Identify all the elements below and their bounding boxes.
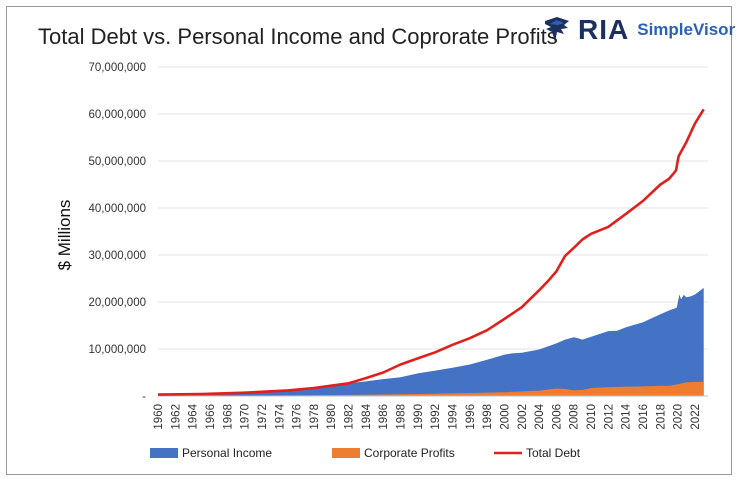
y-tick-label: 30,000,000 xyxy=(88,250,146,262)
y-tick-label: 20,000,000 xyxy=(88,297,146,309)
x-tick-label: 2016 xyxy=(638,404,650,430)
x-tick-label: 1970 xyxy=(240,404,252,430)
y-tick-labels: - 10,000,000 20,000,000 30,000,000 40,000,00… xyxy=(88,62,146,403)
x-tick-label: 1972 xyxy=(257,404,269,430)
total-debt-line xyxy=(157,108,705,396)
legend-label-corporate-profits: Corporate Profits xyxy=(364,446,455,460)
x-tick-label: 1978 xyxy=(309,404,321,430)
series-areas xyxy=(158,287,704,396)
logo-simplevisor-text: SimpleVisor xyxy=(637,20,736,39)
x-tick-label: 2000 xyxy=(499,404,511,430)
x-tick-label: 1982 xyxy=(344,404,356,430)
eagle-logo-icon xyxy=(545,17,569,42)
x-tick-label: 1962 xyxy=(170,404,182,430)
chart-title: Total Debt vs. Personal Income and Copro… xyxy=(38,24,558,49)
x-tick-label: 1974 xyxy=(274,403,286,429)
x-tick-label: 2008 xyxy=(569,404,581,430)
logo-ria-text: RIA xyxy=(578,14,630,45)
legend-swatch-corporate-profits xyxy=(332,448,360,458)
y-axis-label: $ Millions xyxy=(55,200,74,271)
legend-swatch-personal-income xyxy=(150,448,178,458)
y-tick-label: 60,000,000 xyxy=(88,109,146,121)
x-tick-label: 1968 xyxy=(222,404,234,430)
x-tick-label: 2002 xyxy=(517,404,529,430)
x-tick-label: 1996 xyxy=(465,404,477,430)
x-tick-label: 1984 xyxy=(361,403,373,429)
x-tick-label: 1980 xyxy=(326,404,338,430)
x-tick-label: 1986 xyxy=(378,404,390,430)
legend-label-total-debt: Total Debt xyxy=(526,446,581,460)
x-tick-label: 1966 xyxy=(205,404,217,430)
legend-label-personal-income: Personal Income xyxy=(182,446,272,460)
y-tick-label: 50,000,000 xyxy=(88,156,146,168)
personal-income-area xyxy=(158,287,704,396)
x-tick-label: 1994 xyxy=(447,403,459,429)
x-tick-labels: 1960 1962 1964 1966 1968 1970 1972 1974 1976 1978… xyxy=(153,403,702,429)
x-tick-label: 1960 xyxy=(153,404,165,430)
y-tick-label: 70,000,000 xyxy=(88,62,146,74)
y-tick-label: 40,000,000 xyxy=(88,203,146,215)
gridlines xyxy=(158,66,708,350)
x-tick-label: 2010 xyxy=(586,404,598,430)
y-tick-label: 10,000,000 xyxy=(88,344,146,356)
x-tick-label: 1990 xyxy=(413,404,425,430)
x-tick-label: 2006 xyxy=(551,404,563,430)
x-tick-label: 2018 xyxy=(655,404,667,430)
x-tick-label: 2004 xyxy=(534,403,546,429)
x-tick-label: 2012 xyxy=(603,404,615,430)
x-tick-label: 1992 xyxy=(430,404,442,430)
corporate-profits-area xyxy=(158,381,704,396)
y-tick-label: - xyxy=(142,391,146,403)
chart-frame xyxy=(6,6,732,475)
ria-simplevisor-logo: RIA SimpleVisor xyxy=(542,14,735,46)
series-lines xyxy=(157,108,705,396)
x-tick-label: 1964 xyxy=(188,403,200,429)
x-tick-label: 2020 xyxy=(673,404,685,430)
x-tick-label: 1998 xyxy=(482,404,494,430)
x-tick-label: 1988 xyxy=(396,404,408,430)
x-tick-label: 2014 xyxy=(621,403,633,429)
x-tick-label: 1976 xyxy=(292,404,304,430)
legend: Personal Income Corporate Profits Total De… xyxy=(150,446,581,460)
x-tick-label: 2022 xyxy=(690,404,702,430)
